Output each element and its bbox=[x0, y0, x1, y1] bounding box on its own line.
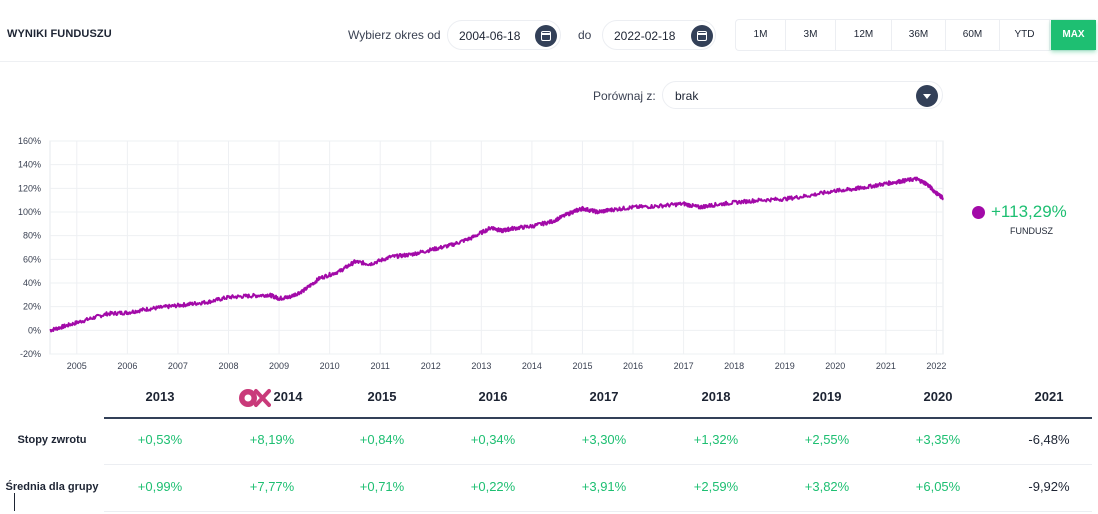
calendar-icon bbox=[541, 31, 551, 41]
y-tick-label: -20% bbox=[20, 349, 41, 359]
year-header: 2021 bbox=[1034, 389, 1064, 404]
table-cell: +3,91% bbox=[581, 479, 627, 494]
table-cell: +0,84% bbox=[359, 432, 405, 447]
date-from-value: 2004-06-18 bbox=[459, 29, 521, 43]
x-tick-label: 2016 bbox=[623, 361, 643, 371]
year-header: 2020 bbox=[923, 389, 953, 404]
x-tick-label: 2013 bbox=[471, 361, 491, 371]
compare-label: Porównaj z: bbox=[593, 89, 656, 103]
x-tick-label: 2014 bbox=[522, 361, 542, 371]
x-tick-label: 2017 bbox=[674, 361, 694, 371]
y-tick-label: 100% bbox=[18, 207, 41, 217]
legend-value: +113,29% bbox=[991, 202, 1067, 221]
legend-name: FUNDUSZ bbox=[1010, 226, 1053, 236]
compare-select[interactable]: brak bbox=[662, 81, 943, 109]
x-tick-label: 2018 bbox=[724, 361, 744, 371]
range-1m-button[interactable]: 1M bbox=[736, 20, 786, 50]
table-cell: +0,71% bbox=[359, 479, 405, 494]
date-to-field[interactable]: 2022-02-18 bbox=[602, 20, 716, 50]
x-tick-label: 2015 bbox=[572, 361, 592, 371]
table-cell: +3,30% bbox=[581, 432, 627, 447]
x-tick-label: 2006 bbox=[117, 361, 137, 371]
y-tick-label: 140% bbox=[18, 160, 41, 170]
x-tick-label: 2020 bbox=[825, 361, 845, 371]
x-tick-label: 2011 bbox=[371, 361, 390, 371]
table-cell: +2,55% bbox=[804, 432, 850, 447]
y-tick-label: 0% bbox=[28, 325, 41, 335]
row-label-group-average: Średnia dla grupy bbox=[5, 481, 99, 493]
compare-value: brak bbox=[675, 89, 699, 103]
year-header: 2015 bbox=[367, 389, 397, 404]
x-tick-label: 2007 bbox=[168, 361, 188, 371]
calendar-from-button[interactable] bbox=[535, 25, 557, 47]
table-cell: +0,22% bbox=[470, 479, 516, 494]
year-header: 2017 bbox=[589, 389, 619, 404]
legend-dot bbox=[972, 206, 985, 219]
series-line bbox=[49, 176, 944, 333]
table-cell: +3,82% bbox=[804, 479, 850, 494]
fund-logo bbox=[239, 389, 271, 407]
table-cell: +7,77% bbox=[249, 479, 295, 494]
page-title: WYNIKI FUNDUSZU bbox=[7, 28, 112, 40]
table-row-divider bbox=[104, 464, 1092, 465]
y-tick-label: 60% bbox=[23, 254, 41, 264]
x-tick-label: 2021 bbox=[876, 361, 896, 371]
range-60m-button[interactable]: 60M bbox=[946, 20, 1000, 50]
y-tick-label: 80% bbox=[23, 231, 41, 241]
calendar-icon bbox=[697, 31, 707, 41]
year-header: 2016 bbox=[478, 389, 508, 404]
table-cell: +6,05% bbox=[915, 479, 961, 494]
year-header: 2019 bbox=[812, 389, 842, 404]
table-cell: +3,35% bbox=[915, 432, 961, 447]
plot-frame bbox=[49, 140, 944, 355]
y-tick-label: 120% bbox=[18, 183, 41, 193]
date-to-value: 2022-02-18 bbox=[614, 29, 676, 43]
range-3m-button[interactable]: 3M bbox=[786, 20, 836, 50]
text-cursor bbox=[14, 493, 15, 511]
x-tick-label: 2010 bbox=[320, 361, 340, 371]
performance-chart: 160% 140% 120% 100% 80% 60% 40% 20% 0% -20% 2005 20… bbox=[18, 136, 946, 371]
table-cell: +2,59% bbox=[693, 479, 739, 494]
table-cell: +8,19% bbox=[249, 432, 295, 447]
range-36m-button[interactable]: 36M bbox=[892, 20, 946, 50]
table-cell: +1,32% bbox=[693, 432, 739, 447]
y-tick-label: 20% bbox=[23, 302, 41, 312]
x-tick-label: 2012 bbox=[421, 361, 441, 371]
range-ytd-button[interactable]: YTD bbox=[1000, 20, 1050, 50]
range-12m-button[interactable]: 12M bbox=[836, 20, 892, 50]
range-selector: 1M 3M 12M 36M 60M YTD MAX bbox=[735, 19, 1096, 51]
table-header-line bbox=[104, 417, 1092, 419]
table-cell: -9,92% bbox=[1028, 479, 1070, 494]
x-tick-label: 2008 bbox=[218, 361, 238, 371]
range-max-button[interactable]: MAX bbox=[1051, 20, 1096, 50]
period-from-label: Wybierz okres od bbox=[348, 28, 441, 42]
x-tick-label: 2019 bbox=[775, 361, 795, 371]
y-tick-label: 40% bbox=[23, 278, 41, 288]
year-header: 2014 bbox=[273, 389, 303, 404]
table-cell: -6,48% bbox=[1028, 432, 1070, 447]
row-label-returns: Stopy zwrotu bbox=[17, 434, 87, 446]
table-cell: +0,99% bbox=[137, 479, 183, 494]
y-tick-label: 160% bbox=[18, 136, 41, 146]
calendar-to-button[interactable] bbox=[691, 25, 713, 47]
x-tick-label: 2009 bbox=[269, 361, 289, 371]
table-cell: +0,34% bbox=[470, 432, 516, 447]
x-tick-label: 2005 bbox=[67, 361, 87, 371]
top-bar: WYNIKI FUNDUSZU Wybierz okres od 2004-06… bbox=[0, 0, 1098, 62]
year-header: 2018 bbox=[701, 389, 731, 404]
period-to-label: do bbox=[578, 28, 592, 42]
table-cell: +0,53% bbox=[137, 432, 183, 447]
chevron-down-icon[interactable] bbox=[916, 85, 938, 107]
date-from-field[interactable]: 2004-06-18 bbox=[447, 20, 561, 50]
table-row-divider bbox=[104, 511, 1092, 512]
year-header: 2013 bbox=[145, 389, 175, 404]
x-tick-label: 2022 bbox=[926, 361, 946, 371]
